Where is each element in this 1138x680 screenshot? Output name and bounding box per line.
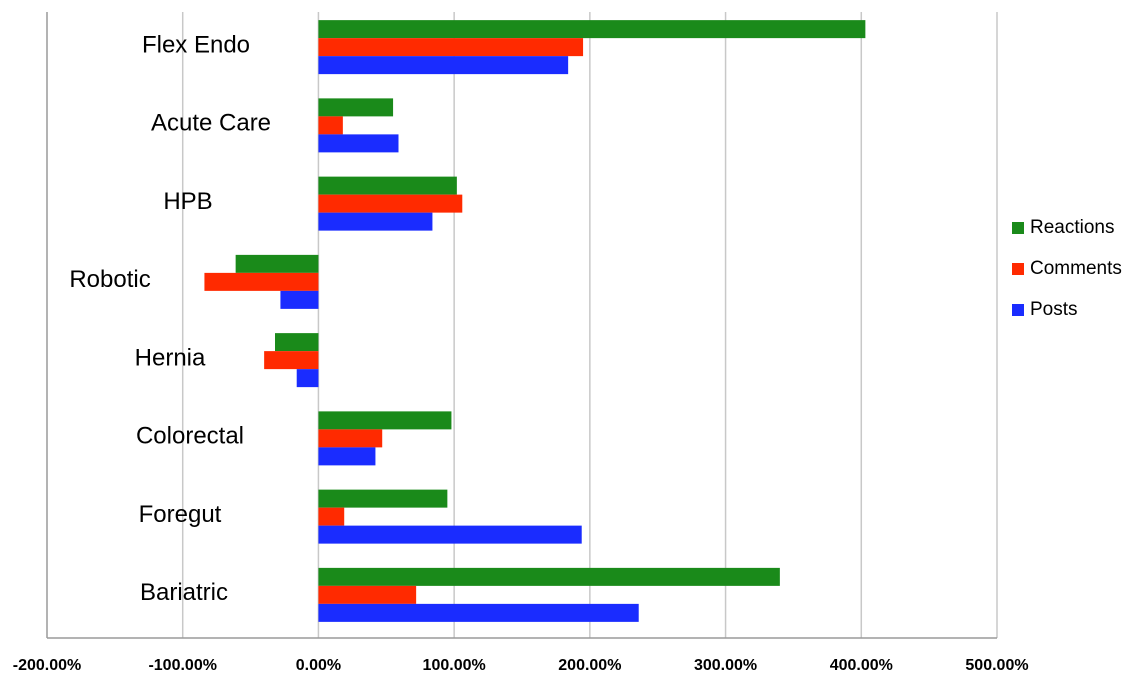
legend-label-comments: Comments (1030, 258, 1122, 279)
bar-hernia-posts (296, 369, 319, 388)
category-label-acute-care: Acute Care (151, 110, 271, 137)
bar-foregut-posts (318, 525, 582, 544)
axes (46, 12, 997, 639)
legend-swatch-reactions (1012, 222, 1024, 234)
x-tick-label-200: 200.00% (558, 657, 621, 674)
bar-colorectal-reactions (318, 411, 452, 430)
bar-foregut-reactions (318, 489, 448, 508)
x-tick-label-200: -200.00% (13, 657, 82, 674)
bar-hernia-comments (264, 351, 319, 370)
category-label-hpb: HPB (163, 188, 212, 215)
category-label-hernia: Hernia (135, 344, 206, 371)
bar-bariatric-comments (318, 585, 417, 604)
x-tick-label-400: 400.00% (830, 657, 893, 674)
x-tick-label-500: 500.00% (965, 657, 1028, 674)
category-label-colorectal: Colorectal (136, 423, 244, 450)
bar-colorectal-posts (318, 447, 376, 466)
category-label-flex-endo: Flex Endo (142, 31, 250, 58)
x-tick-label-300: 300.00% (694, 657, 757, 674)
tick-labels: -200.00% -100.00% 0.00% 100.00% 200.00% 300.0… (13, 657, 1029, 674)
category-labels: Flex Endo Acute Care HPB Robotic Hernia Color… (69, 31, 271, 606)
bar-flex-endo-comments (318, 38, 584, 57)
bar-robotic-reactions (235, 254, 319, 273)
bar-flex-endo-posts (318, 56, 569, 75)
bar-acute-care-reactions (318, 98, 394, 117)
bar-flex-endo-reactions (318, 20, 866, 39)
legend-swatch-posts (1012, 304, 1024, 316)
bar-hpb-posts (318, 212, 433, 231)
bar-hpb-reactions (318, 176, 457, 195)
bar-bariatric-posts (318, 603, 639, 622)
legend-swatch-comments (1012, 263, 1024, 275)
legend: Reactions Comments Posts (1012, 217, 1122, 320)
category-label-foregut: Foregut (139, 501, 222, 528)
x-tick-label-100: 100.00% (423, 657, 486, 674)
legend-label-reactions: Reactions (1030, 217, 1115, 238)
bar-acute-care-posts (318, 134, 399, 153)
bar-acute-care-comments (318, 116, 343, 135)
bar-hernia-reactions (275, 333, 319, 352)
bar-bariatric-reactions (318, 567, 780, 586)
category-label-bariatric: Bariatric (140, 579, 228, 606)
category-label-robotic: Robotic (69, 266, 150, 293)
gridlines (181, 12, 998, 638)
bars (204, 20, 866, 622)
bar-hpb-comments (318, 194, 463, 213)
bar-robotic-comments (204, 272, 319, 291)
legend-label-posts: Posts (1030, 299, 1078, 320)
x-tick-label-0: 0.00% (296, 657, 341, 674)
bar-robotic-posts (280, 290, 319, 309)
bar-foregut-comments (318, 507, 345, 526)
x-tick-label-100: -100.00% (148, 657, 217, 674)
bar-colorectal-comments (318, 429, 383, 448)
